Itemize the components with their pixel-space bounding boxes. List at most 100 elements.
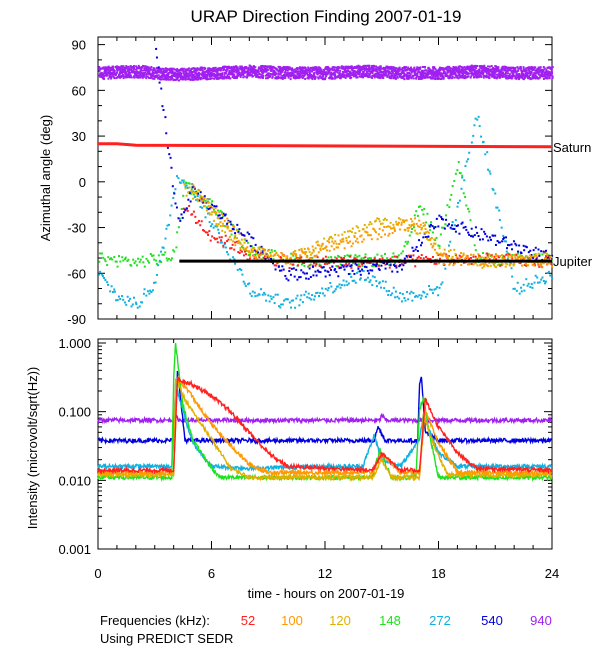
direction-point-940 [487, 71, 490, 74]
direction-point-940 [139, 74, 142, 77]
direction-point-940 [127, 75, 130, 78]
direction-point-272 [284, 298, 287, 301]
direction-point-100 [504, 265, 507, 268]
direction-point-52 [499, 264, 502, 267]
direction-point-120 [190, 189, 193, 192]
direction-point-272 [526, 284, 529, 287]
direction-point-940 [382, 72, 385, 75]
direction-point-272 [267, 294, 270, 297]
direction-point-940 [381, 67, 384, 70]
direction-point-940 [276, 69, 279, 72]
direction-point-272 [463, 179, 466, 182]
direction-point-272 [368, 281, 371, 284]
direction-point-940 [486, 65, 489, 68]
direction-point-940 [227, 73, 230, 76]
direction-point-940 [513, 75, 516, 78]
intensity-line-148 [97, 343, 553, 483]
direction-point-940 [245, 66, 248, 69]
direction-point-148 [237, 229, 240, 232]
direction-point-540 [188, 192, 191, 195]
direction-point-940 [300, 75, 303, 78]
direction-point-940 [517, 69, 520, 72]
direction-point-120 [422, 225, 425, 228]
direction-point-100 [420, 228, 423, 231]
direction-point-148 [368, 257, 371, 260]
direction-point-940 [175, 74, 178, 77]
direction-point-940 [462, 69, 465, 72]
direction-point-540 [498, 241, 501, 244]
direction-point-272 [250, 295, 253, 298]
direction-point-272 [227, 253, 230, 256]
direction-point-940 [247, 66, 250, 69]
direction-point-52 [311, 264, 314, 267]
direction-point-940 [351, 67, 354, 70]
direction-point-540 [243, 234, 246, 237]
direction-point-120 [307, 247, 310, 250]
direction-point-272 [467, 158, 470, 161]
direction-point-940 [446, 68, 449, 71]
direction-point-940 [310, 76, 313, 79]
direction-point-100 [242, 248, 245, 251]
direction-point-540 [428, 225, 431, 228]
direction-point-52 [222, 244, 225, 247]
direction-point-940 [427, 73, 430, 76]
direction-point-940 [278, 76, 281, 79]
direction-point-940 [550, 69, 553, 72]
direction-point-540 [418, 239, 421, 242]
direction-point-940 [333, 68, 336, 71]
direction-point-940 [448, 70, 451, 73]
direction-point-272 [126, 295, 129, 298]
direction-point-940 [309, 68, 312, 71]
direction-point-100 [367, 234, 370, 237]
direction-point-120 [334, 233, 337, 236]
direction-point-940 [183, 74, 186, 77]
direction-point-940 [364, 68, 367, 71]
direction-point-100 [328, 249, 331, 252]
direction-point-940 [521, 70, 524, 73]
direction-point-940 [456, 70, 459, 73]
direction-point-940 [118, 73, 121, 76]
direction-point-540 [236, 223, 239, 226]
direction-point-540 [404, 261, 407, 264]
direction-point-940 [416, 72, 419, 75]
direction-point-940 [335, 76, 338, 79]
direction-point-120 [530, 255, 533, 258]
direction-point-272 [373, 276, 376, 279]
direction-point-120 [285, 257, 288, 260]
direction-point-940 [384, 73, 387, 76]
direction-point-540 [525, 246, 528, 249]
direction-point-100 [335, 246, 338, 249]
direction-point-940 [326, 67, 329, 70]
direction-point-940 [432, 67, 435, 70]
direction-point-120 [328, 236, 331, 239]
direction-point-120 [407, 229, 410, 232]
direction-point-940 [313, 77, 316, 80]
direction-point-940 [214, 76, 217, 79]
top-x-ticks [97, 37, 553, 319]
direction-point-100 [241, 244, 244, 247]
direction-point-120 [534, 253, 537, 256]
direction-point-272 [549, 274, 552, 277]
direction-point-120 [516, 255, 519, 258]
direction-point-540 [484, 232, 487, 235]
direction-point-940 [399, 68, 402, 71]
direction-point-540 [346, 264, 349, 267]
direction-point-540 [309, 276, 312, 279]
direction-point-940 [405, 73, 408, 76]
direction-point-940 [261, 67, 264, 70]
direction-point-940 [292, 69, 295, 72]
direction-point-940 [384, 69, 387, 72]
legend-item-120: 120 [329, 613, 351, 628]
direction-point-272 [138, 305, 141, 308]
direction-point-100 [269, 254, 272, 257]
direction-point-940 [543, 75, 546, 78]
direction-point-940 [444, 72, 447, 75]
direction-point-100 [311, 245, 314, 248]
direction-point-272 [274, 293, 277, 296]
direction-point-100 [213, 210, 216, 213]
direction-point-120 [388, 225, 391, 228]
direction-point-940 [470, 71, 473, 74]
direction-point-272 [423, 291, 426, 294]
direction-point-940 [99, 75, 102, 78]
